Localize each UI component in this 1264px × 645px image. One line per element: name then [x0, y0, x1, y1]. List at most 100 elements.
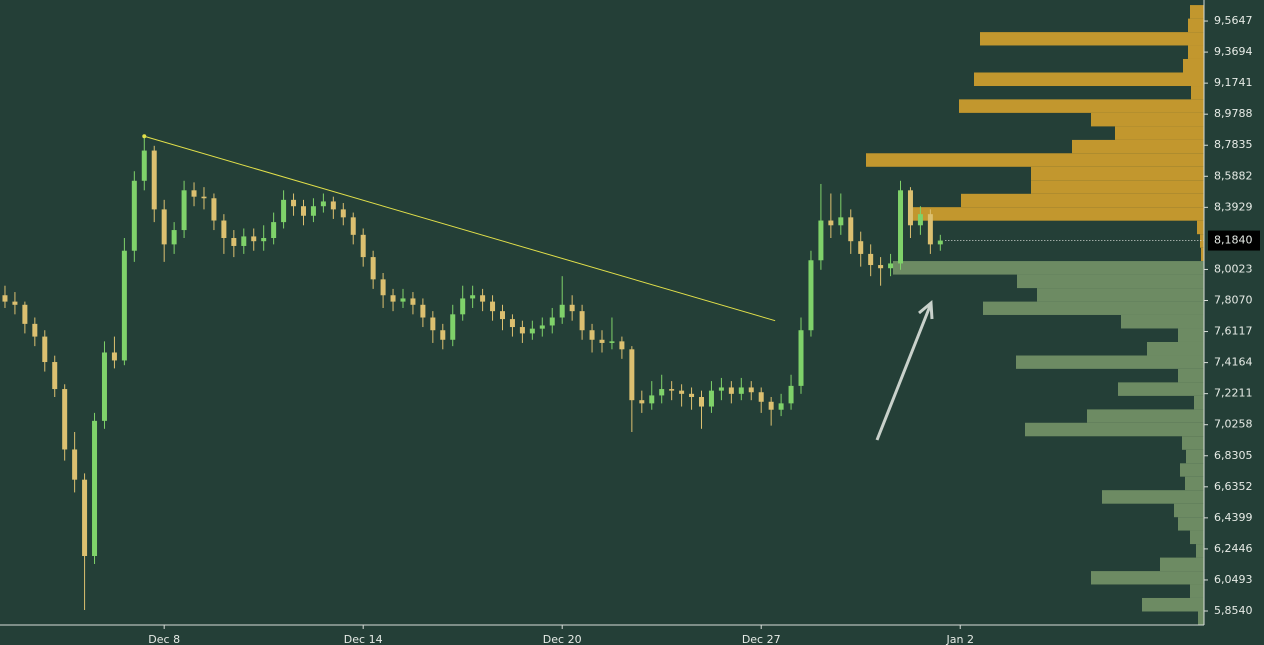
profile-bar	[1115, 126, 1204, 140]
profile-bar	[1183, 58, 1204, 73]
candle-body	[241, 236, 247, 246]
profile-bar	[1182, 436, 1204, 450]
profile-bar	[1016, 355, 1204, 369]
y-tick-label: 7,2211	[1214, 387, 1253, 400]
candle-body	[52, 362, 58, 390]
candle-body	[589, 330, 595, 340]
candle-body	[828, 220, 834, 226]
profile-bar	[961, 193, 1204, 208]
candle-body	[440, 330, 446, 340]
candle-body	[470, 295, 476, 299]
candle-body	[251, 236, 257, 242]
candle-body	[281, 199, 287, 223]
x-tick-label: Dec 14	[344, 633, 383, 645]
candle-body	[788, 385, 794, 404]
profile-bar	[1188, 45, 1204, 59]
profile-bar	[1185, 476, 1204, 491]
y-tick-label: 5,8540	[1214, 604, 1253, 617]
candle-body	[659, 389, 665, 396]
candle-body	[639, 400, 645, 404]
x-tick-label: Dec 8	[148, 633, 180, 645]
candle-body	[818, 220, 824, 261]
candle-body	[82, 479, 88, 556]
profile-bar	[1121, 314, 1204, 329]
candle-body	[778, 403, 784, 410]
y-tick-label: 6,8305	[1214, 449, 1253, 462]
profile-bar	[1196, 544, 1204, 558]
profile-bar	[912, 207, 1204, 221]
candle-body	[12, 301, 18, 305]
candle-body	[350, 217, 356, 235]
profile-bar	[1178, 368, 1204, 383]
candle-body	[569, 304, 575, 312]
profile-bar	[1017, 274, 1204, 289]
candle-body	[927, 214, 933, 245]
x-tick-label: Dec 27	[742, 633, 781, 645]
candle-body	[340, 209, 346, 218]
candle-body	[201, 196, 207, 199]
profile-bar	[1072, 139, 1204, 154]
profile-bar	[1201, 247, 1204, 262]
candle-body	[131, 180, 137, 251]
profile-bar	[893, 261, 1204, 275]
price-label: 8,1840	[1214, 234, 1253, 247]
candle-body	[609, 341, 615, 343]
y-tick-label: 7,8070	[1214, 293, 1253, 306]
candle-body	[579, 311, 585, 331]
candle-body	[161, 209, 167, 245]
candle-body	[798, 330, 804, 386]
candle-body	[380, 279, 386, 296]
profile-bar	[1174, 503, 1204, 518]
candle-body	[868, 253, 874, 266]
candle-body	[141, 150, 147, 181]
candle-body	[699, 397, 705, 407]
candle-body	[370, 257, 376, 280]
candle-body	[2, 295, 8, 302]
profile-bar	[1200, 234, 1204, 248]
candle-body	[480, 295, 486, 302]
axis-labels: 9,5647 9,3694 9,1741 8,9788 8,7835 8,5882 8,39…	[148, 14, 1260, 645]
y-tick-label: 6,4399	[1214, 511, 1253, 524]
y-tick-label: 6,0493	[1214, 573, 1253, 586]
candle-body	[460, 298, 466, 315]
candle-body	[32, 323, 38, 337]
candle-body	[310, 206, 316, 216]
candle-body	[181, 190, 187, 231]
candle-body	[728, 387, 734, 394]
trendline	[144, 135, 776, 322]
y-tick-label: 8,0023	[1214, 262, 1253, 275]
profile-bar	[1118, 382, 1204, 396]
candle-body	[360, 234, 366, 258]
profile-bar	[1198, 611, 1204, 625]
y-tick-label: 8,9788	[1214, 107, 1253, 120]
profile-bar	[1025, 422, 1204, 437]
candle-body	[858, 241, 864, 254]
candle-body	[907, 190, 913, 226]
candle-body	[490, 301, 496, 312]
candle-body	[72, 449, 78, 480]
profile-bar	[1178, 328, 1204, 342]
candle-body	[708, 390, 714, 407]
profile-bar	[1031, 166, 1204, 181]
arrow-head	[918, 299, 934, 320]
arrow	[875, 299, 934, 441]
profile-bar	[1191, 86, 1204, 100]
profile-bar	[1087, 409, 1204, 423]
price-label-box	[1208, 230, 1260, 251]
candle-body	[519, 327, 525, 334]
candle-body	[291, 199, 297, 207]
profile-bar	[1188, 18, 1204, 33]
candle-body	[320, 201, 326, 207]
candle-body	[509, 319, 515, 328]
y-tick-label: 7,4164	[1214, 356, 1253, 369]
candle-body	[151, 150, 157, 210]
y-tick-label: 8,7835	[1214, 138, 1253, 151]
volume-profile	[866, 5, 1204, 625]
arrow-shaft	[875, 305, 932, 441]
candle-body	[400, 298, 406, 302]
trendline-anchor	[142, 134, 147, 139]
candle-body	[758, 392, 764, 402]
candle-body	[917, 214, 923, 226]
